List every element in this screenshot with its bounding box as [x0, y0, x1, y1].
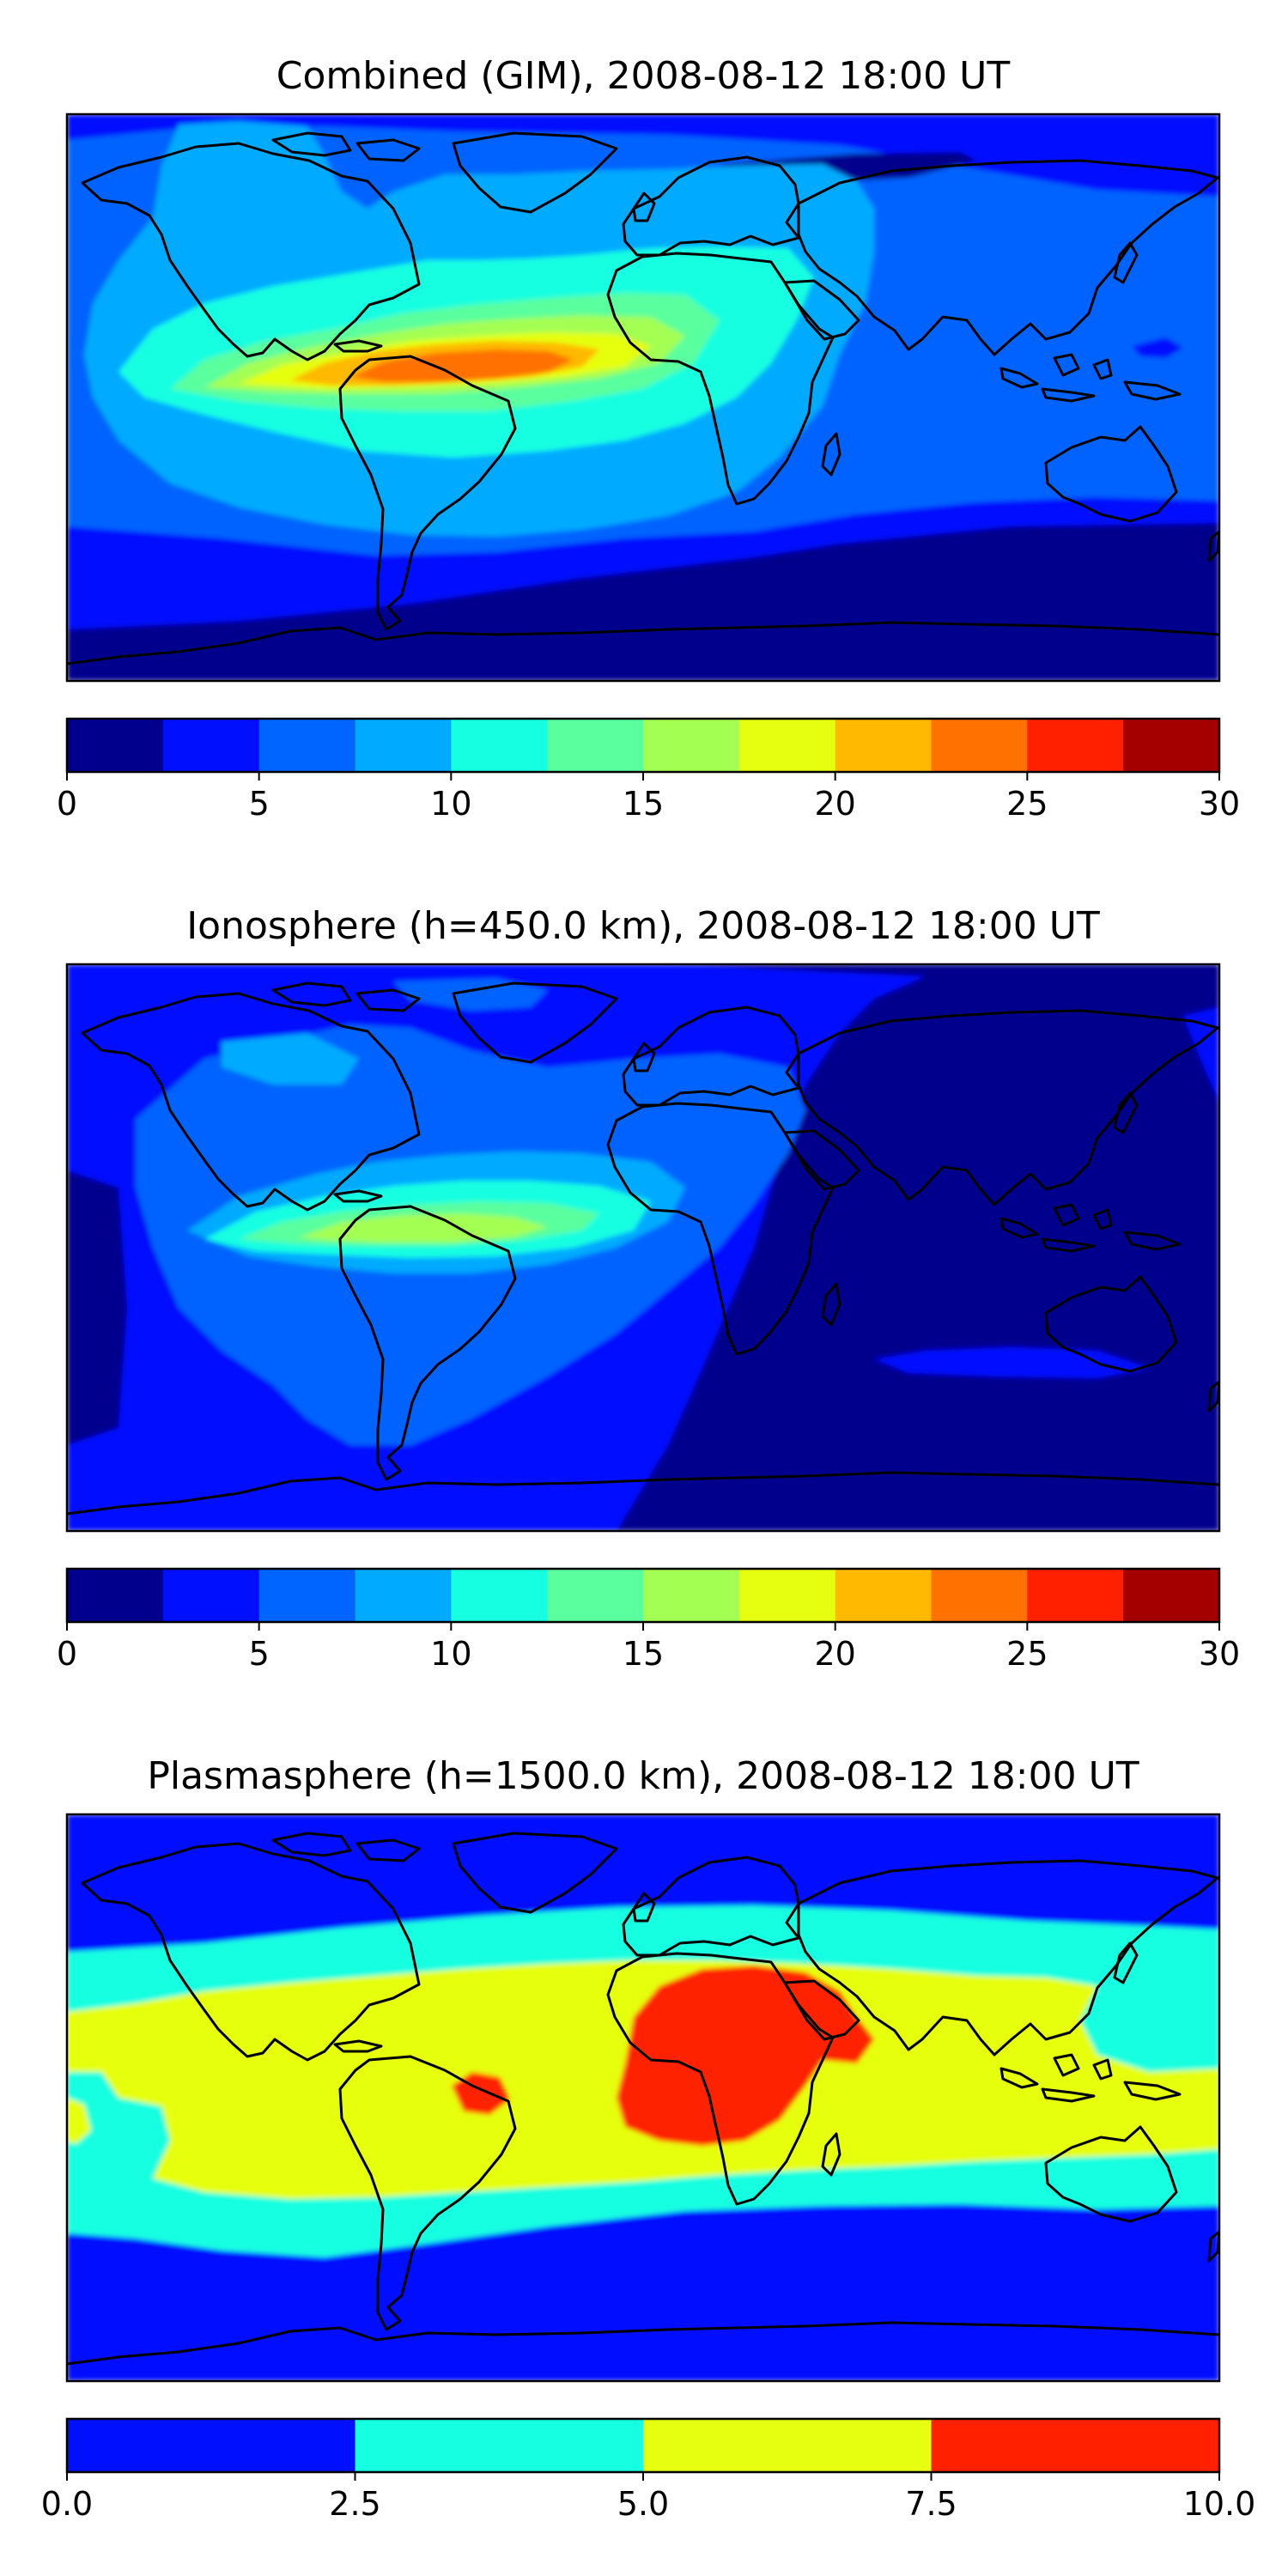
colorbar-tick-label: 20: [814, 1635, 855, 1673]
colorbar-bin: [355, 1569, 452, 1622]
colorbar-tick-label: 15: [623, 785, 664, 823]
colorbar-bin: [451, 719, 548, 772]
colorbar-tick-label: 15: [623, 1635, 664, 1673]
colorbar-tick-label: 0.0: [41, 2485, 93, 2523]
colorbar-tick-label: 7.5: [905, 2485, 957, 2523]
colorbar-tick-label: 20: [814, 785, 855, 823]
colorbar-tick-label: 25: [1006, 1635, 1048, 1673]
colorbar-bin: [547, 719, 644, 772]
colorbar-bin: [643, 719, 740, 772]
colorbar-bin: [547, 1569, 644, 1622]
colorbar-bin: [643, 2419, 933, 2472]
colorbar-tick-label: 10: [430, 1635, 471, 1673]
colorbar-combined: 0 5 10 15 20 25 30: [57, 717, 1240, 823]
colorbar-plasmasphere: 0.0 2.5 5.0 7.5 10.0: [41, 2417, 1256, 2523]
colorbar-bin: [1123, 1569, 1220, 1622]
panel-title-combined: Combined (GIM), 2008-08-12 18:00 UT: [276, 54, 1011, 98]
map-panel-ionosphere: [67, 964, 1219, 1531]
colorbar-tick-label: 0: [57, 1635, 77, 1673]
colorbar-tick-label: 5: [249, 785, 270, 823]
colorbar-bin: [355, 719, 452, 772]
map-panel-plasmasphere: [67, 1814, 1219, 2381]
colorbar-bin: [835, 1569, 933, 1622]
colorbar-bin: [67, 1569, 164, 1622]
colorbar-tick-label: 10: [430, 785, 471, 823]
colorbar-tick-label: 25: [1006, 785, 1048, 823]
colorbar-bin: [643, 1569, 740, 1622]
colorbar-bin: [1027, 1569, 1124, 1622]
colorbar-bin: [738, 1569, 836, 1622]
colorbar-tick-label: 5.0: [617, 2485, 669, 2523]
map-frame-plasmasphere: [65, 1813, 1221, 2383]
colorbar-bin: [67, 2419, 356, 2472]
colorbar-bin: [355, 2419, 644, 2472]
colorbar-bin: [67, 719, 164, 772]
colorbar-bin: [931, 2419, 1220, 2472]
colorbar-bin: [451, 1569, 548, 1622]
colorbar-bin: [258, 1569, 356, 1622]
map-panel-combined: [67, 114, 1219, 681]
colorbar-bin: [835, 719, 933, 772]
map-frame-combined: [65, 112, 1221, 683]
colorbar-bin: [162, 719, 260, 772]
colorbar-bin: [738, 719, 836, 772]
colorbar-tick-label: 2.5: [329, 2485, 380, 2523]
colorbar-bin: [258, 719, 356, 772]
colorbar-bin: [931, 1569, 1028, 1622]
colorbar-bin: [931, 719, 1028, 772]
map-frame-ionosphere: [65, 963, 1221, 1533]
colorbar-tick-label: 0: [57, 785, 77, 823]
panel-title-ionosphere: Ionosphere (h=450.0 km), 2008-08-12 18:0…: [186, 904, 1100, 948]
colorbar-ionosphere: 0 5 10 15 20 25 30: [57, 1567, 1240, 1673]
panel-title-plasmasphere: Plasmasphere (h=1500.0 km), 2008-08-12 1…: [147, 1754, 1139, 1798]
colorbar-tick-label: 5: [249, 1635, 270, 1673]
colorbar-tick-label: 30: [1199, 785, 1240, 823]
colorbar-bin: [1123, 719, 1220, 772]
colorbar-bin: [162, 1569, 260, 1622]
colorbar-tick-label: 30: [1199, 1635, 1240, 1673]
colorbar-bin: [1027, 719, 1124, 772]
colorbar-tick-label: 10.0: [1183, 2485, 1256, 2523]
